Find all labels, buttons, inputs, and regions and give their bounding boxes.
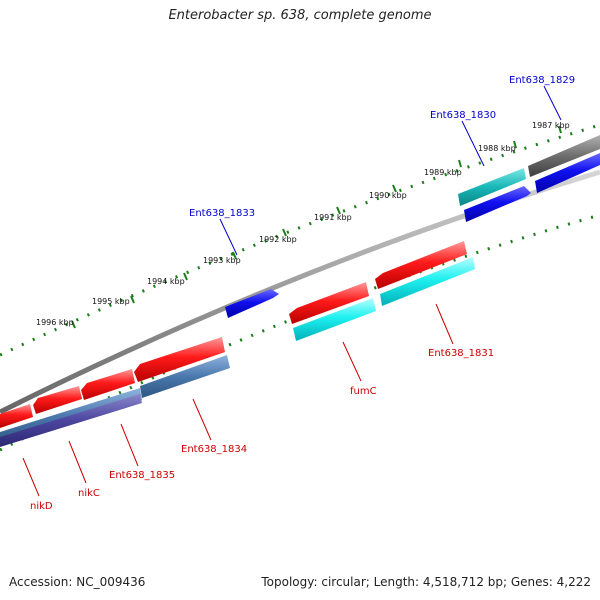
leader-ent638-1835 (120, 423, 139, 467)
tick-1993 (232, 251, 237, 260)
gene-ent638-1831[interactable] (375, 241, 467, 289)
tick-1987 (558, 125, 562, 134)
tick-label-1989: 1989 kbp (424, 168, 462, 177)
gene-fumc[interactable] (289, 282, 369, 324)
tick-label-1992: 1992 kbp (259, 235, 297, 244)
tick-1991 (336, 206, 341, 215)
gene-ent638-1830[interactable] (458, 168, 526, 206)
gene-ent638-1829-blue[interactable] (535, 153, 600, 193)
tick-1990 (392, 184, 397, 193)
leader-ent638-1831 (435, 303, 454, 345)
gene-label-nikd[interactable]: nikD (30, 501, 53, 512)
topology-text: Topology: circular; Length: 4,518,712 bp… (261, 575, 591, 589)
tick-1994 (183, 272, 188, 281)
gene-ent638-1834[interactable] (134, 337, 225, 382)
major-ticks (71, 125, 562, 329)
tick-1989 (458, 159, 462, 168)
leader-fumc (342, 341, 362, 382)
leader-ent638-1834 (192, 398, 212, 441)
gene-label-nikc[interactable]: nikC (78, 488, 100, 499)
gene-label-fumc[interactable]: fumC (350, 386, 377, 397)
gene-ent638-1834-steel[interactable] (140, 355, 230, 398)
tick-label-1993: 1993 kbp (203, 256, 241, 265)
gene-ent638-1835[interactable] (81, 369, 135, 400)
gene-ent638-1831-cyan[interactable] (380, 257, 475, 306)
genome-backbone (0, 169, 600, 415)
tick-1995 (130, 295, 135, 304)
gene-label-ent638-1829[interactable]: Ent638_1829 (509, 75, 575, 86)
tick-1992 (282, 228, 287, 237)
gene-ent638-1829[interactable] (528, 135, 600, 177)
tick-label-1988: 1988 kbp (478, 144, 516, 153)
map-title: Enterobacter sp. 638, complete genome (168, 8, 432, 23)
gene-ent638-1830-arrow[interactable] (464, 186, 531, 222)
gene-purple-band[interactable] (0, 394, 142, 447)
tick-1996 (71, 320, 76, 329)
gene-label-ent638-1833[interactable]: Ent638_1833 (189, 208, 255, 219)
tick-label-1987: 1987 kbp (532, 121, 570, 130)
gene-nikd[interactable] (0, 404, 33, 428)
tick-label-1996: 1996 kbp (36, 318, 74, 327)
leader-ent638-1833 (219, 218, 238, 256)
leader-ent638-1830 (461, 120, 485, 167)
leader-ent638-1829 (543, 85, 562, 121)
gene-label-ent638-1835[interactable]: Ent638_1835 (109, 470, 175, 481)
gene-label-ent638-1831[interactable]: Ent638_1831 (428, 348, 494, 359)
gene-nikc[interactable] (33, 386, 82, 414)
accession-text: Accession: NC_009436 (9, 575, 146, 589)
leader-nikc (68, 440, 87, 484)
tick-label-1994: 1994 kbp (147, 277, 185, 286)
tick-label-1991: 1991 kbp (314, 213, 352, 222)
tick-1988 (513, 140, 517, 149)
leader-nikd (22, 457, 40, 497)
gene-label-ent638-1830[interactable]: Ent638_1830 (430, 110, 496, 121)
gene-ent638-1833[interactable] (225, 289, 279, 318)
tick-label-1990: 1990 kbp (369, 191, 407, 200)
gene-label-ent638-1834[interactable]: Ent638_1834 (181, 444, 247, 455)
tick-label-1995: 1995 kbp (92, 297, 130, 306)
gene-fumc-cyan[interactable] (293, 298, 376, 341)
